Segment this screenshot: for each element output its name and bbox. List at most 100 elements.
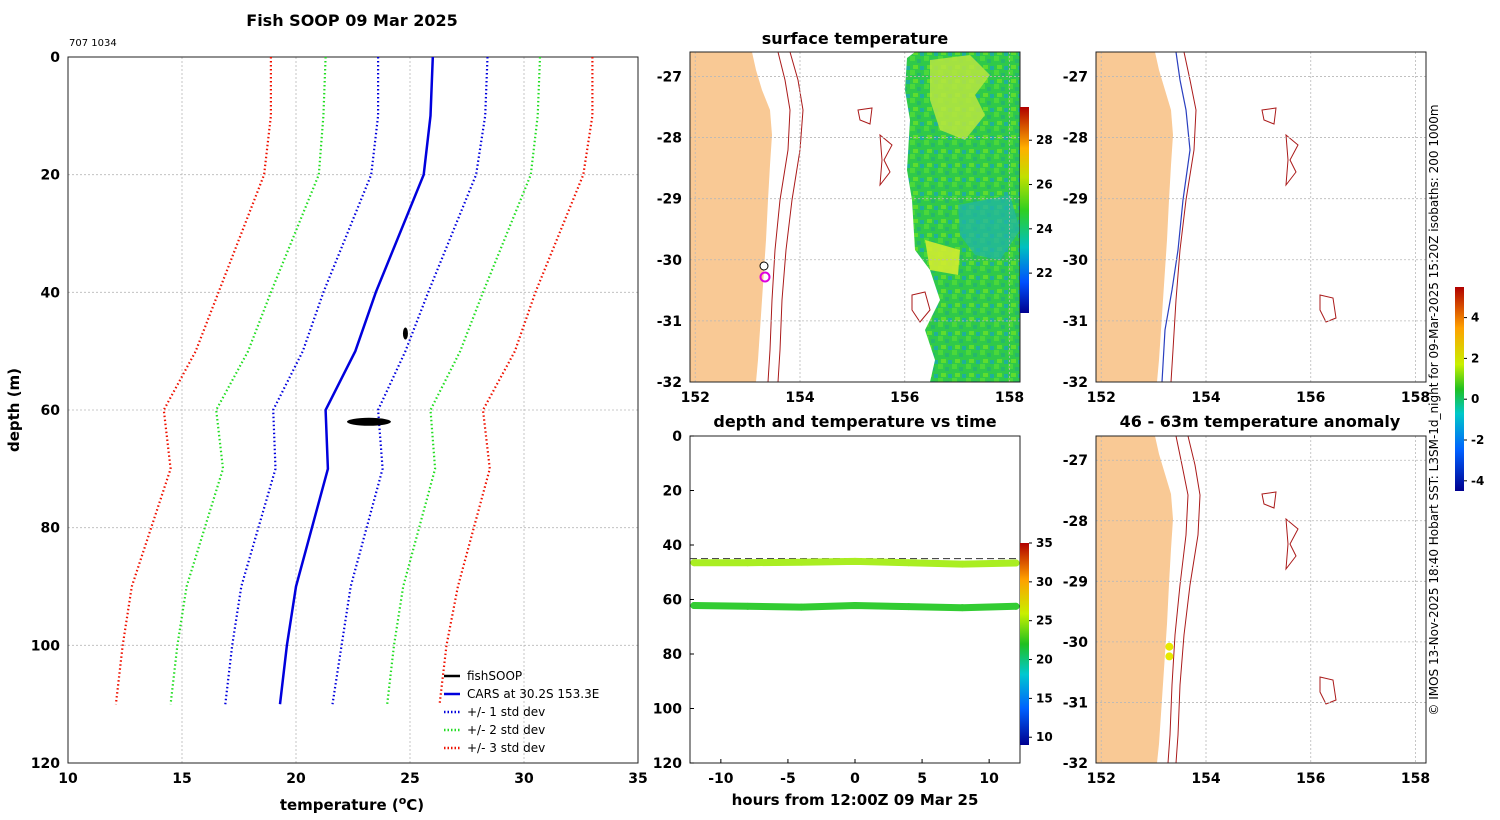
series-line: [169, 56, 327, 705]
colorbar-tick-label: 24: [1036, 222, 1053, 236]
y-tick-label: -27: [1063, 69, 1088, 85]
y-tick-label: 40: [41, 285, 61, 301]
anomaly-title: 46 - 63m temperature anomaly: [1120, 412, 1401, 431]
y-tick-label: -31: [657, 314, 682, 330]
profile-series: [114, 56, 594, 705]
colorbar-tick-label: 28: [1036, 133, 1053, 147]
y-tick-label: 0: [672, 429, 682, 445]
time-xlabel: hours from 12:00Z 09 Mar 25: [732, 791, 979, 809]
y-tick-label: -30: [657, 253, 683, 269]
colorbar-tick-label: 10: [1036, 730, 1053, 744]
anomaly-colorbar-ticks: -4 -2 0 2 4: [1464, 311, 1484, 488]
time-title: depth and temperature vs time: [713, 412, 996, 431]
y-tick-label: -29: [1063, 574, 1088, 590]
x-tick-label: 0: [850, 771, 860, 787]
colorbar-tick-label: 30: [1036, 575, 1053, 589]
colorbar-tick-label: 20: [1036, 653, 1053, 667]
y-tick-label: -32: [657, 375, 682, 391]
profile-grid: [67, 56, 639, 764]
ship-track: [1161, 51, 1191, 383]
y-tick-label: 80: [663, 647, 683, 663]
profile-ylabel: depth (m): [5, 368, 23, 452]
colorbar-tick-label: 22: [1036, 266, 1053, 280]
isobath-axes: [1095, 51, 1427, 383]
x-tick-label: 10: [979, 771, 999, 787]
legend-std3-label: +/- 3 std dev: [467, 741, 545, 755]
isobath-1000: [777, 51, 804, 383]
colorbar-tick-label: 4: [1471, 311, 1479, 325]
x-tick-label: 35: [628, 771, 647, 787]
colorbar-tick-label: 35: [1036, 536, 1053, 550]
data-point: [1012, 602, 1020, 610]
id-label: 707 1034: [69, 38, 117, 49]
sst-colorbar: [1020, 107, 1029, 313]
y-tick-label: -30: [1063, 253, 1089, 269]
anomaly-points: [1165, 642, 1174, 661]
y-tick-label: -32: [1063, 756, 1088, 772]
legend-cars-label: CARS at 30.2S 153.3E: [467, 687, 599, 701]
x-tick-label: 154: [1191, 771, 1220, 787]
y-tick-label: -28: [657, 131, 682, 147]
legend-std1-label: +/- 1 std dev: [467, 705, 545, 719]
x-tick-label: -10: [708, 771, 734, 787]
isobath-1000: [1175, 435, 1201, 764]
profile-observations: [346, 327, 408, 426]
sst-map: [690, 51, 1020, 383]
sst-ticks: 152 154 156 158 -27 -28 -29 -30 -31 -32: [657, 69, 1024, 406]
land: [1096, 436, 1173, 763]
y-tick-label: 100: [31, 638, 60, 654]
x-tick-label: 10: [58, 771, 78, 787]
x-tick-label: 158: [995, 390, 1024, 406]
y-tick-label: 100: [653, 702, 682, 718]
x-tick-label: 154: [1191, 390, 1220, 406]
land: [1096, 52, 1173, 382]
profile-ticks: 10 15 20 25 30 35 0 20 40 60 80 100 120: [31, 50, 648, 787]
series-line: [278, 56, 435, 705]
x-tick-label: 156: [1296, 390, 1325, 406]
series-line: [438, 57, 594, 705]
y-tick-label: -31: [1063, 314, 1088, 330]
data-point: [690, 601, 698, 609]
colorbar-tick-label: 2: [1471, 351, 1479, 365]
isobath-200: [1167, 435, 1189, 764]
y-tick-label: 40: [663, 538, 683, 554]
isobath-map: [1096, 51, 1337, 383]
fishsoop-point: [346, 417, 391, 426]
y-tick-label: -29: [657, 192, 682, 208]
data-point: [851, 557, 859, 565]
x-tick-label: 158: [1401, 771, 1430, 787]
x-tick-label: 152: [681, 390, 710, 406]
time-colorbar: [1020, 543, 1029, 745]
seamount-isobaths: [1261, 107, 1337, 323]
data-point: [690, 559, 698, 567]
isobath-200: [767, 51, 791, 383]
y-tick-label: 60: [41, 403, 61, 419]
time-axes: [689, 435, 1021, 764]
y-tick-label: 120: [31, 756, 60, 772]
colorbar-tick-label: -4: [1471, 474, 1484, 488]
x-tick-label: 158: [1401, 390, 1430, 406]
series-line: [224, 57, 380, 705]
seamount-isobaths: [857, 107, 931, 323]
anomaly-ticks: 152 154 156 158 -27 -28 -29 -30 -31 -32: [1063, 453, 1430, 787]
y-tick-label: -27: [1063, 453, 1088, 469]
profile-axes: [67, 56, 639, 764]
legend-std2-label: +/- 2 std dev: [467, 723, 545, 737]
x-tick-label: 156: [890, 390, 919, 406]
sst-warm-patch: [925, 240, 960, 275]
isobath-1000: [1170, 51, 1197, 383]
profile-xlabel: temperature (oC): [280, 794, 424, 814]
x-tick-label: 152: [1087, 771, 1116, 787]
profile-location-marker: [759, 271, 771, 283]
anomaly-colorbar: [1455, 287, 1464, 491]
y-tick-label: -27: [657, 69, 682, 85]
x-tick-label: -5: [780, 771, 796, 787]
y-tick-label: 60: [663, 593, 683, 609]
sst-title: surface temperature: [762, 29, 949, 48]
x-tick-label: 25: [400, 771, 419, 787]
legend-fishsoop-label: fishSOOP: [467, 669, 522, 683]
colorbar-tick-label: -2: [1471, 433, 1484, 447]
isobath-ticks: 152 154 156 158 -27 -28 -29 -30 -31 -32: [1063, 69, 1430, 406]
x-tick-label: 154: [785, 390, 814, 406]
